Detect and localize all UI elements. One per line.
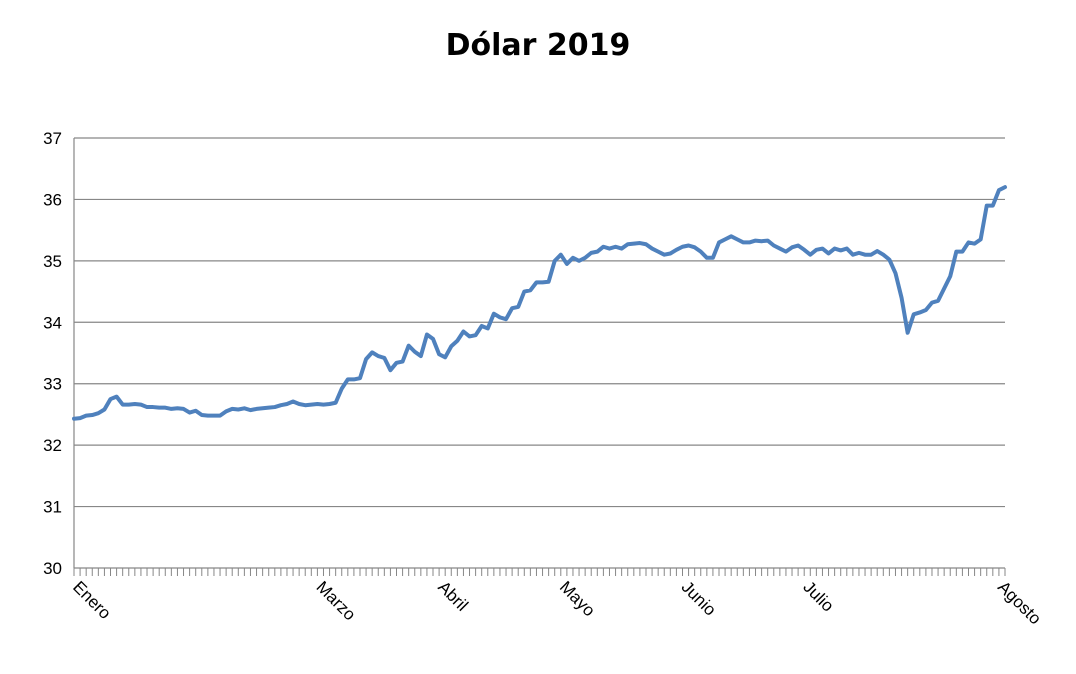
y-tick-label-32: 32 — [43, 436, 62, 455]
y-tick-label-33: 33 — [43, 375, 62, 394]
x-tick-label-julio: Julio — [799, 577, 837, 615]
x-tick-label-marzo: Marzo — [313, 577, 360, 624]
series-line-dolar — [72, 185, 1007, 421]
y-tick-label-36: 36 — [43, 190, 62, 209]
x-tick-label-junio: Junio — [678, 577, 720, 619]
y-tick-label-37: 37 — [43, 129, 62, 148]
y-tick-label-35: 35 — [43, 252, 62, 271]
x-tick-label-agosto: Agosto — [994, 577, 1045, 628]
chart-title: Dólar 2019 — [445, 28, 631, 63]
x-tick-label-mayo: Mayo — [556, 577, 599, 620]
x-tick-label-enero: Enero — [69, 577, 115, 623]
y-tick-label-34: 34 — [43, 313, 62, 332]
x-tick-label-abril: Abril — [434, 577, 471, 614]
y-tick-label-30: 30 — [43, 559, 62, 578]
y-tick-label-31: 31 — [43, 498, 62, 517]
